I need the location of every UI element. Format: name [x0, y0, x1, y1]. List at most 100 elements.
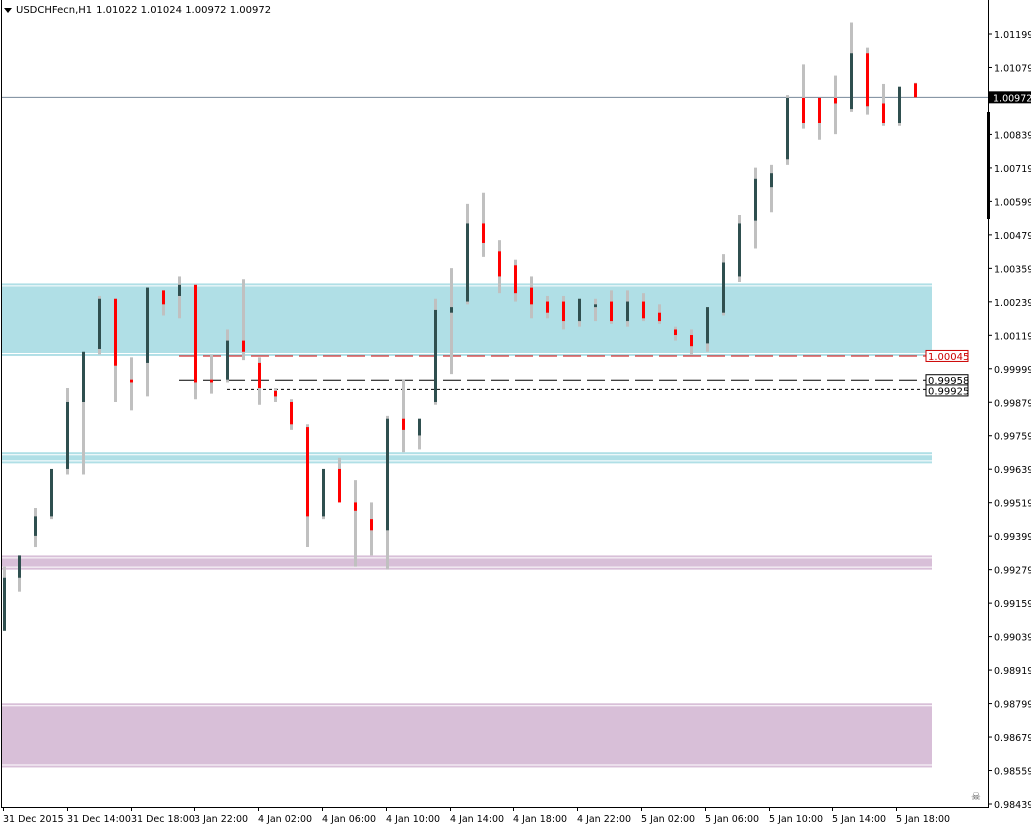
bull-candle[interactable] — [82, 351, 85, 402]
bear-candle[interactable] — [402, 418, 405, 430]
bear-candle[interactable] — [274, 390, 277, 397]
bull-candle[interactable] — [434, 309, 437, 402]
red-level-label-box — [925, 349, 969, 362]
bear-candle[interactable] — [834, 97, 837, 104]
candles-layer — [3, 22, 917, 631]
price-tick-label: 1.00599 — [994, 197, 1031, 208]
bull-candle[interactable] — [418, 418, 421, 436]
bear-candle[interactable] — [162, 290, 165, 305]
bull-candle[interactable] — [146, 287, 149, 363]
price-tick-label: 1.01199 — [994, 30, 1031, 41]
bear-candle[interactable] — [354, 502, 357, 511]
bull-candle[interactable] — [50, 468, 53, 517]
price-scale-scrollbar[interactable] — [987, 112, 990, 219]
bull-candle[interactable] — [178, 284, 181, 296]
zone-purple[interactable] — [2, 555, 932, 570]
bull-candle[interactable] — [466, 223, 469, 302]
price-tick-label: 0.99639 — [994, 465, 1031, 476]
time-tick-label: 5 Jan 06:00 — [705, 814, 759, 825]
bear-candle[interactable] — [818, 97, 821, 123]
time-tick-label: 31 Dec 2015 — [3, 814, 64, 825]
bull-candle[interactable] — [722, 262, 725, 313]
price-tick-label: 0.98439 — [994, 800, 1031, 811]
price-tick-label: 1.00839 — [994, 130, 1031, 141]
bear-candle[interactable] — [338, 468, 341, 503]
bull-candle[interactable] — [754, 178, 757, 221]
bull-candle[interactable] — [34, 516, 37, 536]
price-tick-label: 0.99279 — [994, 566, 1031, 577]
bear-candle[interactable] — [130, 379, 133, 383]
bear-candle[interactable] — [242, 340, 245, 352]
time-tick-label: 31 Dec 18:00 — [131, 814, 195, 825]
price-tick-label: 0.99999 — [994, 365, 1031, 376]
bear-candle[interactable] — [690, 335, 693, 347]
bear-candle[interactable] — [194, 284, 197, 383]
bear-candle[interactable] — [914, 83, 917, 98]
bull-candle[interactable] — [850, 53, 853, 110]
price-tick-label: 0.98799 — [994, 700, 1031, 711]
bull-candle[interactable] — [738, 223, 741, 277]
price-tick-label: 1.00719 — [994, 164, 1031, 175]
bear-candle[interactable] — [658, 312, 661, 322]
bull-candle[interactable] — [98, 298, 101, 349]
bear-candle[interactable] — [482, 223, 485, 243]
skull-crossbones-icon[interactable]: ☠ — [971, 790, 981, 803]
dotted-level-label-box — [925, 384, 969, 397]
bear-candle[interactable] — [866, 53, 869, 107]
time-tick-label: 5 Jan 18:00 — [896, 814, 950, 825]
bull-candle[interactable] — [386, 418, 389, 531]
bear-candle[interactable] — [562, 301, 565, 322]
bear-candle[interactable] — [306, 427, 309, 517]
bear-candle[interactable] — [290, 401, 293, 425]
bear-candle[interactable] — [802, 97, 805, 123]
time-tick-label: 4 Jan 22:00 — [577, 814, 631, 825]
bear-candle[interactable] — [370, 519, 373, 531]
bull-candle[interactable] — [226, 340, 229, 380]
bull-candle[interactable] — [594, 304, 597, 308]
bear-candle[interactable] — [610, 301, 613, 322]
bull-candle[interactable] — [706, 307, 709, 344]
bull-candle[interactable] — [3, 577, 6, 631]
price-tick-label: 0.98559 — [994, 767, 1031, 778]
time-tick-label: 4 Jan 10:00 — [386, 814, 440, 825]
price-tick-label: 0.99399 — [994, 532, 1031, 543]
bear-candle[interactable] — [514, 265, 517, 294]
time-tick-label: 5 Jan 14:00 — [832, 814, 886, 825]
bear-candle[interactable] — [210, 379, 213, 383]
time-tick-label: 5 Jan 10:00 — [769, 814, 823, 825]
zone-cyan[interactable] — [2, 452, 932, 464]
zone-purple[interactable] — [2, 703, 932, 768]
bull-candle[interactable] — [578, 298, 581, 322]
bear-candle[interactable] — [674, 329, 677, 336]
bear-candle[interactable] — [642, 301, 645, 319]
bull-candle[interactable] — [770, 173, 773, 188]
price-tick-label: 1.00479 — [994, 231, 1031, 242]
bull-candle[interactable] — [898, 86, 901, 123]
bear-candle[interactable] — [546, 301, 549, 313]
price-tick-label: 1.00239 — [994, 298, 1031, 309]
price-tick-label: 0.98919 — [994, 666, 1031, 677]
triangle-down-icon[interactable] — [4, 7, 12, 13]
price-tick-label: 0.99159 — [994, 599, 1031, 610]
bull-candle[interactable] — [322, 468, 325, 517]
bull-candle[interactable] — [18, 555, 21, 578]
time-tick-label: 5 Jan 02:00 — [641, 814, 695, 825]
price-tick-label: 1.01079 — [994, 63, 1031, 74]
bull-candle[interactable] — [626, 301, 629, 322]
dotted-level-label: 0.99925 — [928, 386, 969, 397]
bull-candle[interactable] — [66, 401, 69, 469]
bear-candle[interactable] — [114, 298, 117, 366]
bear-candle[interactable] — [882, 103, 885, 123]
price-tick-label: 0.99879 — [994, 398, 1031, 409]
price-tick-label: 1.00119 — [994, 331, 1031, 342]
bull-candle[interactable] — [786, 97, 789, 160]
time-tick-label: 3 Jan 22:00 — [194, 814, 248, 825]
bear-candle[interactable] — [530, 287, 533, 305]
bear-candle[interactable] — [258, 362, 261, 389]
red-level-label: 1.00045 — [928, 352, 969, 363]
bear-candle[interactable] — [498, 251, 501, 277]
bull-candle[interactable] — [450, 307, 453, 313]
